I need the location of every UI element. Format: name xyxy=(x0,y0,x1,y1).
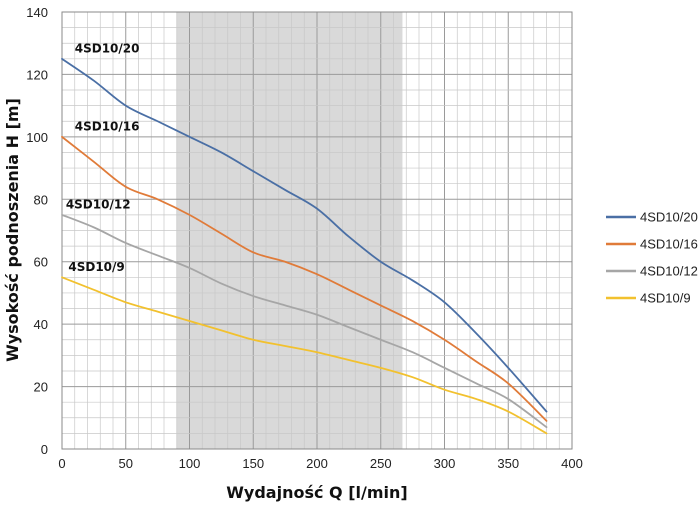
x-tick-label: 100 xyxy=(179,456,201,471)
x-tick-label: 200 xyxy=(306,456,328,471)
x-tick-label: 400 xyxy=(561,456,583,471)
series-lines xyxy=(61,57,548,435)
x-tick-label: 350 xyxy=(497,456,519,471)
curve-label: 4SD10/20 xyxy=(75,42,140,56)
curve-label: 4SD10/12 xyxy=(66,198,131,212)
y-tick-label: 20 xyxy=(34,380,48,395)
legend-entry: 4SD10/16 xyxy=(640,237,698,252)
y-tick-label: 60 xyxy=(34,255,48,270)
y-tick-label: 40 xyxy=(34,317,48,332)
curve-labels: 4SD10/20 4SD10/16 4SD10/12 4SD10/9 xyxy=(66,42,140,275)
series-line-4sd10-9 xyxy=(61,276,548,435)
series-line-4sd10-20 xyxy=(61,57,548,413)
legend-entry: 4SD10/9 xyxy=(640,291,691,306)
curve-label: 4SD10/9 xyxy=(68,260,124,274)
y-axis-title: Wysokość podnoszenia H [m] xyxy=(3,98,22,362)
series-line-4sd10-12 xyxy=(61,213,548,429)
curve-label: 4SD10/16 xyxy=(75,120,140,134)
x-tick-label: 0 xyxy=(58,456,65,471)
legend-entry: 4SD10/20 xyxy=(640,210,698,225)
legend: 4SD10/20 4SD10/16 4SD10/12 4SD10/9 xyxy=(606,210,698,306)
y-tick-label: 120 xyxy=(26,67,48,82)
x-tick-label: 150 xyxy=(242,456,264,471)
x-tick-label: 50 xyxy=(119,456,133,471)
plot-frame xyxy=(61,11,573,450)
x-axis-title: Wydajność Q [l/min] xyxy=(226,483,407,502)
series-line-4sd10-16 xyxy=(61,135,548,422)
axis-ticks: 0 50 100 150 200 250 300 350 400 0 20 40 60 80 100 120 1… xyxy=(26,5,583,471)
y-tick-label: 0 xyxy=(41,442,48,457)
grid xyxy=(61,11,573,450)
y-tick-label: 80 xyxy=(34,192,48,207)
x-tick-label: 250 xyxy=(370,456,392,471)
legend-entry: 4SD10/12 xyxy=(640,264,698,279)
y-tick-label: 100 xyxy=(26,130,48,145)
x-tick-label: 300 xyxy=(434,456,456,471)
y-tick-label: 140 xyxy=(26,5,48,20)
